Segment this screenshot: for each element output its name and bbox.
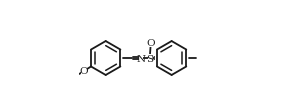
FancyBboxPatch shape <box>148 40 153 48</box>
FancyBboxPatch shape <box>139 54 143 63</box>
FancyBboxPatch shape <box>82 67 87 76</box>
Text: N: N <box>137 54 146 63</box>
FancyBboxPatch shape <box>148 54 152 63</box>
Text: O: O <box>80 67 88 76</box>
Text: S: S <box>147 54 154 63</box>
Text: O: O <box>146 39 155 48</box>
Polygon shape <box>152 57 155 60</box>
